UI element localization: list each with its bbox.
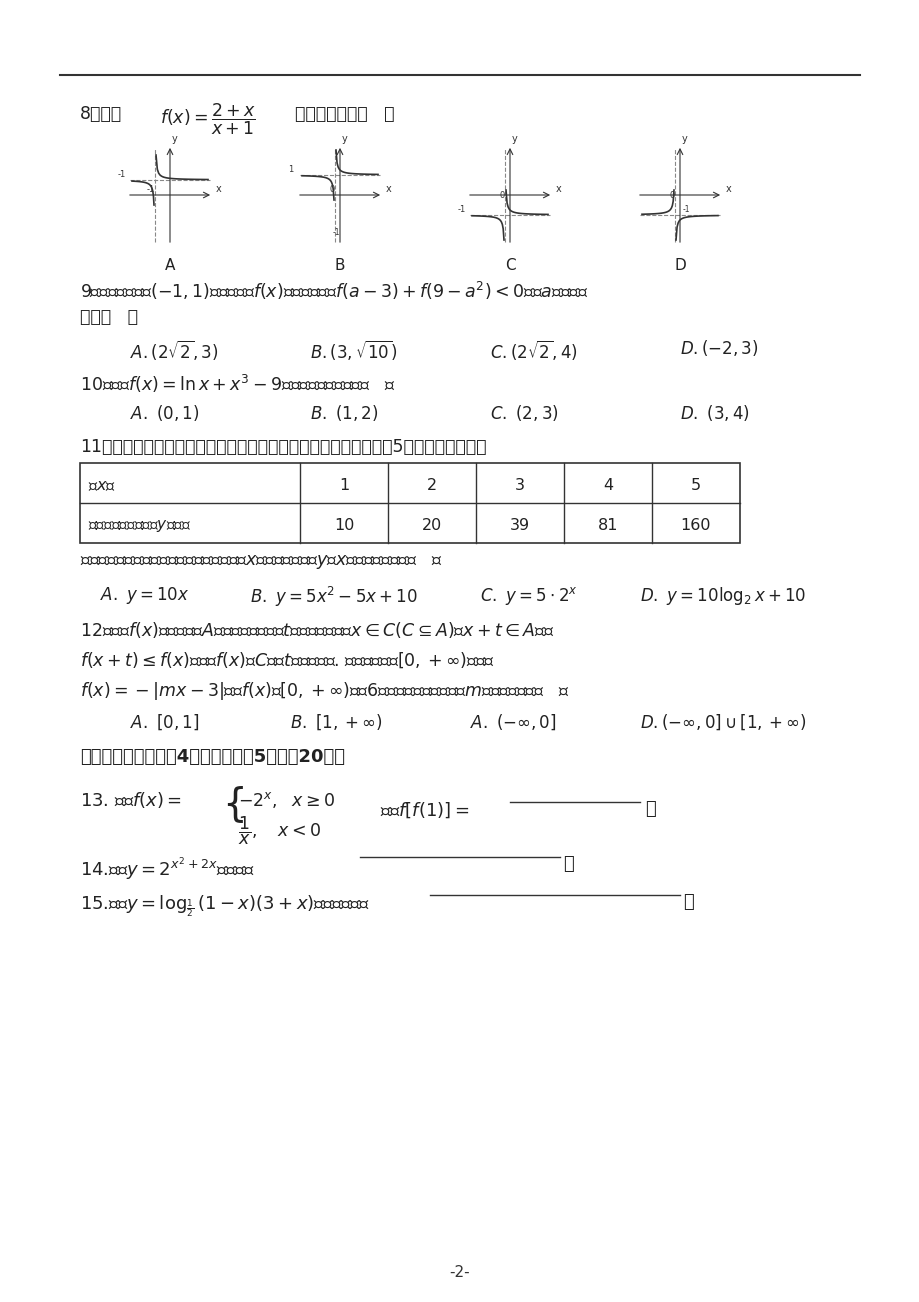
Text: x: x	[725, 184, 731, 194]
Text: 1: 1	[288, 165, 293, 174]
Text: -2-: -2-	[449, 1266, 470, 1280]
Text: y: y	[342, 134, 347, 145]
Text: $A.$ $(-\infty,0]$: $A.$ $(-\infty,0]$	[470, 712, 556, 732]
Text: $A.$ $(0,1)$: $A.$ $(0,1)$	[130, 404, 199, 423]
Text: -1: -1	[458, 204, 466, 214]
Text: 。: 。	[562, 855, 573, 874]
Text: 5: 5	[690, 479, 700, 493]
Text: $\dfrac{1}{x},\ \ \ x<0$: $\dfrac{1}{x},\ \ \ x<0$	[238, 815, 321, 848]
Text: $D.(-\infty,0]\cup[1,+\infty)$: $D.(-\infty,0]\cup[1,+\infty)$	[640, 712, 806, 732]
Text: 8、函数: 8、函数	[80, 105, 122, 122]
Text: 第$x$天: 第$x$天	[88, 479, 116, 493]
Text: $C.$ $(2,3)$: $C.$ $(2,3)$	[490, 404, 558, 423]
Text: $D.(-2,3)$: $D.(-2,3)$	[679, 339, 757, 358]
Text: 。: 。	[644, 799, 655, 818]
Text: -1: -1	[147, 185, 155, 194]
Text: 10: 10	[334, 518, 354, 534]
Text: x: x	[216, 184, 221, 194]
Text: 4: 4	[602, 479, 612, 493]
Text: $B.$ $(1,2)$: $B.$ $(1,2)$	[310, 404, 378, 423]
Text: $f(x)=-|mx-3|$，且$f(x)$为$[0,+\infty)$上的$6$度低调函数，那么实数$m$的取值范围是（   ）: $f(x)=-|mx-3|$，且$f(x)$为$[0,+\infty)$上的$6…	[80, 680, 570, 702]
Text: $f(x)=\dfrac{2+x}{x+1}$: $f(x)=\dfrac{2+x}{x+1}$	[160, 102, 255, 138]
Text: $A.$ $[0,1]$: $A.$ $[0,1]$	[130, 712, 199, 732]
Text: 39: 39	[509, 518, 529, 534]
Text: A: A	[165, 258, 175, 273]
Text: y: y	[172, 134, 177, 145]
Text: C: C	[505, 258, 515, 273]
Text: x: x	[555, 184, 562, 194]
Text: -1: -1	[333, 228, 340, 237]
Text: 81: 81	[597, 518, 618, 534]
Text: 的大致图象为（   ）: 的大致图象为（ ）	[295, 105, 394, 122]
Text: 10、函数$f(x)=\ln x+x^3-9$的零点所在的区间为（   ）: 10、函数$f(x)=\ln x+x^3-9$的零点所在的区间为（ ）	[80, 372, 395, 395]
Text: 14.函数$y=2^{x^2+2x}$的值域为: 14.函数$y=2^{x^2+2x}$的值域为	[80, 855, 255, 883]
Text: 0: 0	[669, 191, 675, 201]
Text: 15.函数$y=\log_{\frac{1}{2}}(1-x)(3+x)$的递增区间为: 15.函数$y=\log_{\frac{1}{2}}(1-x)(3+x)$的递增…	[80, 893, 369, 919]
Text: 二、填空题：本题共4小题，每小题5分，共20分。: 二、填空题：本题共4小题，每小题5分，共20分。	[80, 749, 345, 766]
Text: -1: -1	[682, 204, 690, 214]
Text: 围是（   ）: 围是（ ）	[80, 309, 138, 326]
Text: $B.$ $y=5x^2-5x+10$: $B.$ $y=5x^2-5x+10$	[250, 585, 417, 609]
Text: y: y	[681, 134, 687, 145]
Text: x: x	[386, 184, 391, 194]
Text: $D.$ $(3,4)$: $D.$ $(3,4)$	[679, 404, 749, 423]
Text: 160: 160	[680, 518, 710, 534]
Text: B: B	[335, 258, 345, 273]
Text: 1: 1	[338, 479, 348, 493]
Text: y: y	[512, 134, 517, 145]
Text: 3: 3	[515, 479, 525, 493]
Text: 20: 20	[422, 518, 442, 534]
Text: 2: 2	[426, 479, 437, 493]
Text: $C.$ $y=5\cdot2^x$: $C.$ $y=5\cdot2^x$	[480, 585, 577, 607]
Text: -1: -1	[118, 171, 126, 178]
Text: 12、函数$f(x)$的定义域为$A$，若存在非零实数$t$，使得对于任意$x\in C(C\subseteq A)$有$x+t\in A$，且: 12、函数$f(x)$的定义域为$A$，若存在非零实数$t$，使得对于任意$x\…	[80, 620, 554, 641]
Text: $A.$ $y=10x$: $A.$ $y=10x$	[100, 585, 189, 605]
Text: 则下列函数模型中能较好地反映计算机在第$x$天被感染的数量$y$与$x$之间的关系的是（   ）: 则下列函数模型中能较好地反映计算机在第$x$天被感染的数量$y$与$x$之间的关…	[80, 553, 442, 572]
Text: D: D	[674, 258, 686, 273]
Text: 13. 已知$f(x)=$: 13. 已知$f(x)=$	[80, 790, 182, 810]
Text: 11、某种计算机病毒是通过电子邮件进行传播的，下表是某公司前5天监测到的数据：: 11、某种计算机病毒是通过电子邮件进行传播的，下表是某公司前5天监测到的数据：	[80, 437, 486, 456]
Text: $C.(2\sqrt{2},4)$: $C.(2\sqrt{2},4)$	[490, 339, 577, 362]
Text: 。: 。	[682, 893, 693, 911]
Text: 0: 0	[499, 191, 505, 201]
Text: $f(x+t)\leq f(x)$，则称$f(x)$为$C$上的$t$度低调函数. 已知定义域为$[0,+\infty)$的函数: $f(x+t)\leq f(x)$，则称$f(x)$为$C$上的$t$度低调函数…	[80, 650, 494, 669]
Text: $D.$ $y=10\log_2 x+10$: $D.$ $y=10\log_2 x+10$	[640, 585, 806, 607]
Text: $B.$ $[1,+\infty)$: $B.$ $[1,+\infty)$	[289, 712, 381, 732]
Text: 0: 0	[330, 185, 335, 194]
Text: 被感染的计算机数量$y$（台）: 被感染的计算机数量$y$（台）	[88, 518, 191, 534]
Text: $A.(2\sqrt{2},3)$: $A.(2\sqrt{2},3)$	[130, 339, 218, 362]
Text: $B.(3,\sqrt{10})$: $B.(3,\sqrt{10})$	[310, 339, 397, 362]
Text: 9、已知定义域在$(-1,1)$上的奇函数$f(x)$是减函数，且$f(a-3)+f(9-a^2)<0$，则$a$的取值范: 9、已知定义域在$(-1,1)$上的奇函数$f(x)$是减函数，且$f(a-3)…	[80, 280, 588, 302]
Bar	[80, 464, 739, 543]
Text: ，则$f[f(1)]=$: ，则$f[f(1)]=$	[380, 799, 469, 819]
Text: $-2^x,\ \ x\geq0$: $-2^x,\ \ x\geq0$	[238, 790, 335, 810]
Text: {: {	[221, 785, 246, 823]
